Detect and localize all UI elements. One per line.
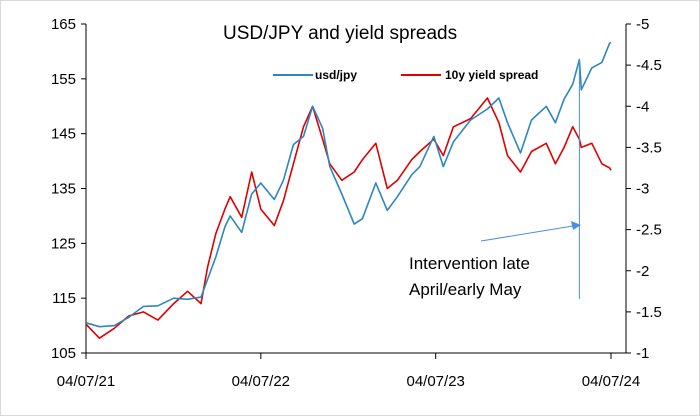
- y-left-tick-label: 165: [51, 16, 76, 33]
- annotation: Intervention late April/early May: [409, 59, 581, 299]
- legend-label-usd-jpy: usd/jpy: [315, 68, 357, 82]
- y-left-tick-label: 105: [51, 345, 76, 362]
- chart-title: USD/JPY and yield spreads: [223, 23, 457, 44]
- y-right-tick-label: -4.5: [636, 57, 662, 74]
- x-tick-label: 04/07/21: [57, 373, 115, 390]
- annotation-arrowhead: [571, 221, 581, 230]
- y-right-tick-label: -2: [636, 263, 649, 280]
- series-usd-jpy-line: [85, 41, 612, 328]
- y-left-tick-label: 115: [52, 290, 76, 307]
- annotation-text-line: April/early May: [409, 280, 522, 299]
- legend: usd/jpy 10y yield spread: [273, 68, 538, 82]
- annotation-arrow-line: [480, 225, 574, 242]
- y-left-tick-label: 125: [51, 235, 76, 252]
- y-right-tick-label: -4: [636, 98, 649, 115]
- x-tick-label: 04/07/24: [582, 373, 640, 390]
- y-left-tick-label: 135: [51, 181, 76, 198]
- x-tick-label: 04/07/23: [406, 373, 464, 390]
- y-right-tick-label: -1.5: [636, 304, 662, 321]
- y-right-tick-label: -3.5: [636, 139, 662, 156]
- series-yield-spread-line: [85, 97, 612, 340]
- y-left-tick-label: 155: [51, 71, 76, 88]
- series-layer: [85, 41, 612, 340]
- annotation-text-line: Intervention late: [409, 254, 530, 273]
- y-right-tick-label: -3: [636, 181, 649, 198]
- axes: 105 115 125 135 145 155 165 -1 -1.5 -2 -2.5 -3 -3.5 -…: [51, 16, 662, 390]
- y-left-tick-label: 145: [51, 126, 76, 143]
- y-right-tick-label: -2.5: [636, 222, 662, 239]
- x-tick-label: 04/07/22: [232, 373, 290, 390]
- legend-label-yield-spread: 10y yield spread: [445, 68, 538, 82]
- y-right-tick-label: -1: [636, 345, 649, 362]
- y-right-tick-label: -5: [636, 16, 649, 33]
